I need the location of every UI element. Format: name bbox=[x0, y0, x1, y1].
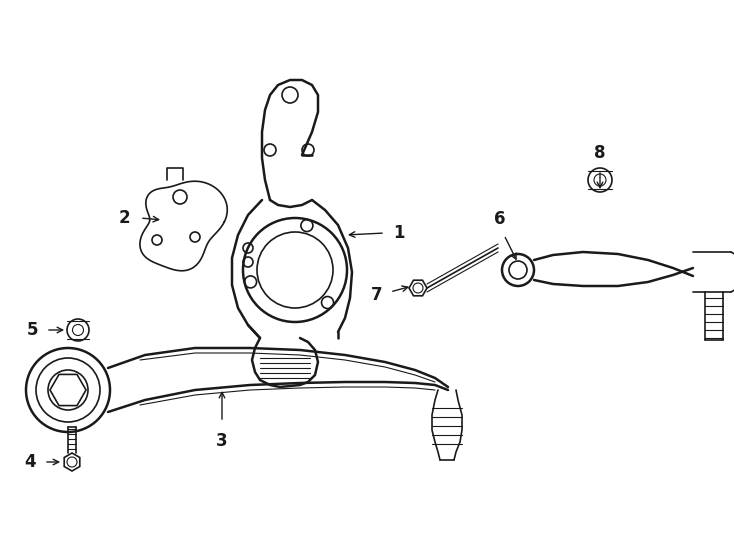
Text: 1: 1 bbox=[393, 224, 404, 242]
Text: 5: 5 bbox=[26, 321, 38, 339]
Text: 3: 3 bbox=[217, 432, 228, 450]
Text: 7: 7 bbox=[371, 286, 382, 304]
Text: 2: 2 bbox=[118, 209, 130, 227]
Text: 8: 8 bbox=[595, 144, 606, 162]
Text: 6: 6 bbox=[494, 210, 506, 228]
Text: 4: 4 bbox=[24, 453, 36, 471]
